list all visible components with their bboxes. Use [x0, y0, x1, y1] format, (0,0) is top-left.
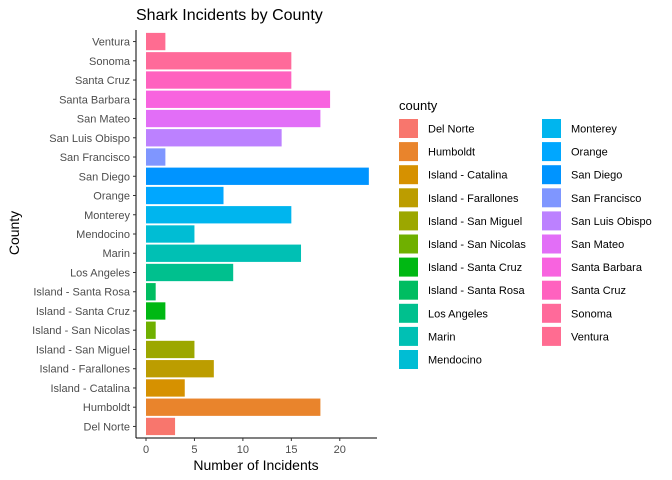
y-tick-label: Santa Cruz — [75, 75, 130, 87]
legend: county Del Norte Humboldt Island - Catalin… — [399, 98, 652, 369]
bar — [146, 129, 282, 147]
legend-key — [542, 326, 561, 346]
legend-key — [399, 119, 418, 138]
y-tick-label: Ventura — [92, 37, 131, 49]
y-axis: Del Norte Humboldt Island - Catalina Island… — [32, 30, 137, 438]
bar — [146, 360, 214, 378]
legend-label: Sonoma — [571, 308, 613, 320]
legend-key — [542, 119, 561, 138]
y-tick-label: Monterey — [84, 210, 130, 222]
bar — [146, 186, 224, 205]
y-tick-label: Island - San Miguel — [36, 344, 130, 356]
y-tick-label: Island - Catalina — [51, 383, 131, 395]
legend-label: Island - San Miguel — [428, 216, 522, 228]
bar — [146, 340, 195, 359]
legend-key — [399, 188, 418, 208]
y-tick-label: Sonoma — [89, 56, 131, 68]
bar — [146, 283, 156, 301]
legend-key — [399, 142, 418, 162]
legend-label: San Luis Obispo — [571, 216, 652, 228]
y-tick-label: Island - Farallones — [40, 364, 131, 376]
bar — [146, 321, 156, 339]
bar — [146, 244, 302, 262]
legend-key — [399, 234, 418, 254]
legend-key — [542, 234, 561, 254]
y-axis-title: County — [6, 211, 22, 255]
legend-key — [542, 211, 561, 231]
y-tick-label: San Francisco — [60, 152, 130, 164]
legend-label: Mendocino — [428, 355, 482, 367]
y-tick-label: Island - San Nicolas — [32, 325, 130, 337]
legend-label: Santa Barbara — [571, 262, 643, 274]
legend-label: San Francisco — [571, 193, 641, 205]
legend-title: county — [399, 98, 438, 113]
legend-label: Island - San Nicolas — [428, 239, 526, 251]
bar — [146, 417, 176, 436]
legend-key — [542, 257, 561, 277]
bar — [146, 263, 234, 282]
legend-key — [399, 350, 418, 369]
legend-key — [542, 188, 561, 208]
bar — [146, 52, 292, 70]
legend-label: Island - Catalina — [428, 170, 508, 182]
bar — [146, 32, 166, 51]
x-tick-label: 10 — [237, 444, 249, 456]
y-tick-label: Island - Santa Cruz — [36, 306, 130, 318]
bar — [146, 302, 166, 320]
bar — [146, 206, 292, 224]
y-tick-label: Island - Santa Rosa — [33, 287, 130, 299]
bar — [146, 167, 369, 185]
y-tick-label: San Diego — [79, 171, 130, 183]
x-tick-label: 5 — [191, 444, 197, 456]
legend-key — [542, 142, 561, 162]
bar — [146, 148, 166, 166]
x-tick-label: 15 — [285, 444, 297, 456]
legend-key — [542, 165, 561, 185]
y-tick-label: Orange — [93, 191, 130, 203]
legend-key — [542, 303, 561, 323]
legend-label: Island - Santa Rosa — [428, 285, 525, 297]
legend-label: Del Norte — [428, 124, 474, 136]
legend-key — [399, 280, 418, 300]
y-tick-label: Santa Barbara — [59, 94, 131, 106]
legend-label: Humboldt — [428, 147, 475, 159]
y-tick-label: San Mateo — [77, 114, 130, 126]
legend-label: San Diego — [571, 170, 622, 182]
legend-key — [399, 211, 418, 231]
legend-label: Ventura — [571, 331, 610, 343]
y-tick-label: Mendocino — [76, 229, 130, 241]
legend-label: Orange — [571, 147, 608, 159]
legend-label: Monterey — [571, 124, 617, 136]
legend-label: Marin — [428, 331, 456, 343]
y-tick-label: San Luis Obispo — [49, 133, 130, 145]
x-tick-label: 0 — [143, 444, 149, 456]
legend-label: Island - Farallones — [428, 193, 519, 205]
y-tick-label: Del Norte — [84, 421, 130, 433]
x-axis-title: Number of Incidents — [193, 457, 318, 473]
chart-title: Shark Incidents by County — [136, 7, 323, 24]
x-tick-label: 20 — [334, 444, 346, 456]
legend-key — [399, 257, 418, 277]
legend-key — [399, 165, 418, 185]
y-tick-label: Humboldt — [83, 402, 130, 414]
bar — [146, 225, 195, 243]
legend-key — [542, 280, 561, 300]
legend-key — [399, 326, 418, 346]
bars-layer — [146, 32, 369, 436]
legend-label: San Mateo — [571, 239, 624, 251]
bar — [146, 71, 292, 89]
bar — [146, 109, 321, 128]
x-axis: 0 5 10 15 20 — [136, 437, 377, 456]
bar — [146, 379, 185, 397]
legend-label: Santa Cruz — [571, 285, 626, 297]
legend-label: Los Angeles — [428, 308, 488, 320]
bar — [146, 398, 321, 416]
legend-key — [399, 303, 418, 323]
legend-label: Island - Santa Cruz — [428, 262, 522, 274]
y-tick-label: Marin — [102, 248, 130, 260]
y-tick-label: Los Angeles — [70, 267, 130, 279]
bar — [146, 90, 331, 108]
